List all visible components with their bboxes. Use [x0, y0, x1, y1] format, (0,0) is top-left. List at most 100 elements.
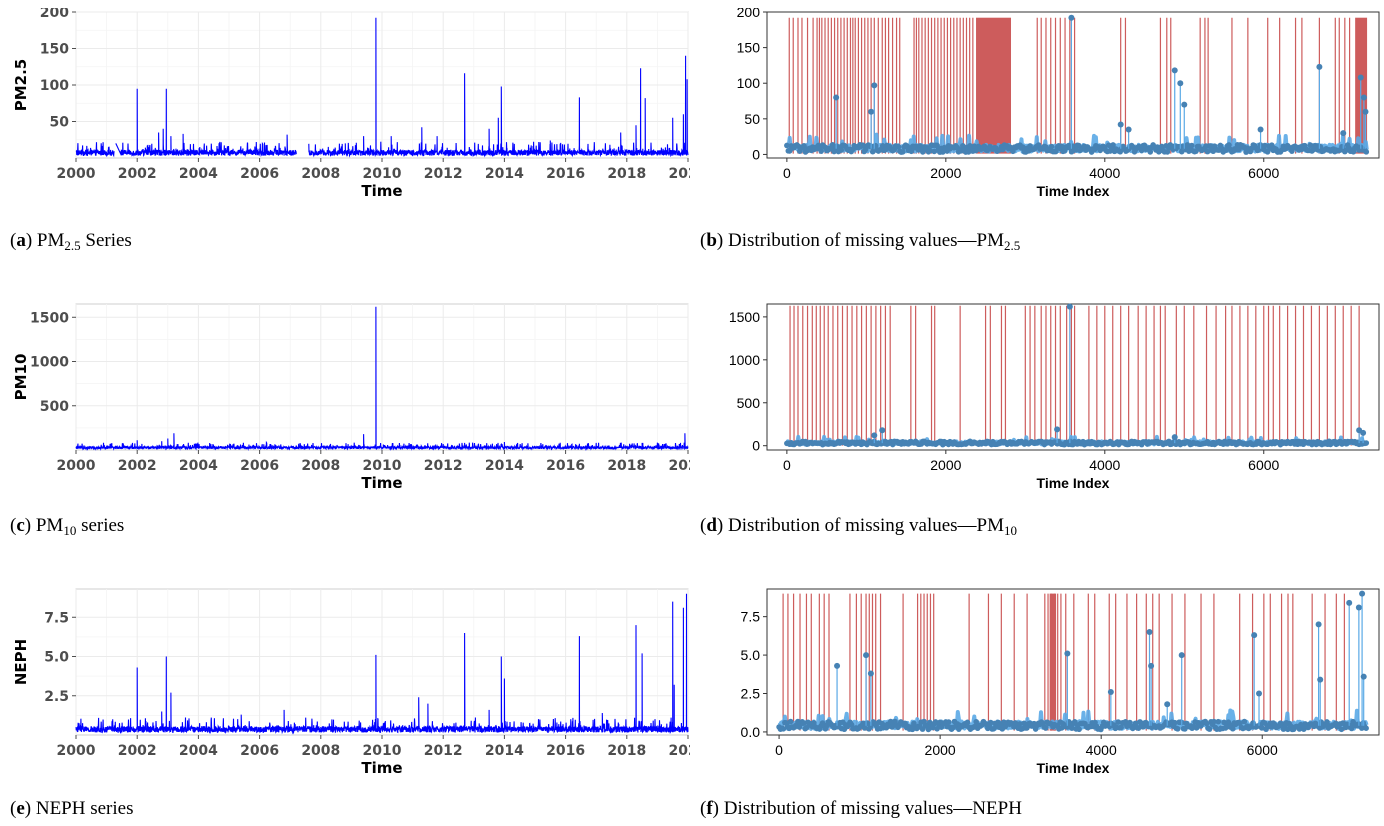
y-tick-label: 7.5	[44, 610, 69, 626]
x-tick-label: 2006	[240, 166, 279, 182]
observed-point	[1261, 142, 1268, 149]
y-axis-title: PM10	[12, 354, 30, 401]
observed-point	[945, 719, 952, 725]
observed-point	[1241, 718, 1248, 725]
observed-point	[1363, 440, 1370, 446]
observed-point	[784, 142, 790, 149]
series-line	[75, 306, 689, 452]
spike-point	[879, 427, 886, 434]
x-tick-label: 2014	[485, 166, 524, 182]
y-tick-label: 50	[744, 111, 760, 127]
x-tick-label: 4000	[1089, 457, 1120, 473]
spike-point	[1256, 690, 1263, 697]
x-tick-label: 2020	[669, 743, 690, 759]
spike-point	[1146, 629, 1153, 636]
x-tick-label: 2016	[546, 743, 585, 759]
spike-point	[1360, 94, 1367, 101]
spike-point	[1107, 688, 1114, 695]
spike-point	[1360, 429, 1367, 436]
observed-point	[1174, 726, 1181, 732]
x-axis-title: Time Index	[1037, 475, 1110, 491]
observed-point	[1211, 718, 1217, 725]
spike-point	[1066, 303, 1073, 310]
na-lines	[789, 305, 1360, 446]
observed-point	[1058, 143, 1065, 149]
y-tick-label: 1500	[729, 309, 760, 325]
observed-point	[800, 720, 807, 726]
y-tick-label: 1500	[30, 310, 69, 326]
y-tick-label: 100	[40, 78, 69, 94]
spike-point	[1064, 650, 1071, 657]
observed-point	[1188, 142, 1195, 149]
spike-point	[1340, 130, 1347, 137]
observed-point	[1226, 142, 1232, 148]
spike-point	[1316, 63, 1323, 70]
spike-point	[1148, 662, 1155, 669]
spike-point	[1054, 426, 1061, 433]
observed-point	[1069, 725, 1075, 731]
na-lines	[782, 593, 1345, 731]
observed-point	[1020, 144, 1026, 150]
observed-point	[899, 149, 906, 155]
y-tick-label: 2.5	[44, 689, 69, 705]
observed-point	[1363, 725, 1369, 731]
series-line	[75, 593, 689, 735]
observed-point	[1147, 149, 1154, 155]
y-tick-label: 200	[40, 8, 69, 21]
spike-point	[1346, 599, 1353, 606]
caption-b: (b) Distribution of missing values—PM2.5	[700, 230, 1021, 253]
x-tick-label: 2010	[363, 743, 402, 759]
y-tick-label: 200	[737, 8, 761, 20]
spike-point	[1315, 621, 1322, 628]
x-tick-label: 2000	[930, 457, 961, 473]
observed-point	[1258, 725, 1265, 731]
observed-point	[1363, 149, 1370, 155]
series-path	[75, 17, 689, 158]
x-tick-label: 6000	[1248, 165, 1279, 181]
x-tick-label: 2002	[118, 166, 157, 182]
series-path	[75, 306, 689, 452]
observed-point	[1138, 147, 1145, 154]
observed-point	[1204, 148, 1211, 155]
observed-point	[1178, 148, 1185, 155]
chart-b-missing-pm25: 0 2000 4000 6000 0 50 100 150 200 Time Index	[737, 8, 1380, 199]
y-tick-label: 0	[752, 146, 760, 162]
observed-point	[1229, 725, 1236, 732]
observed-point	[931, 148, 938, 155]
y-tick-label: 500	[737, 395, 761, 411]
x-tick-label: 2016	[546, 458, 585, 474]
x-tick-label: 6000	[1248, 457, 1279, 473]
caption-c: (c) PM10 series	[10, 515, 125, 538]
spike-point	[1177, 80, 1184, 87]
caption-f: (f) Distribution of missing values—NEPH	[700, 798, 1022, 819]
y-tick-label: 1000	[30, 355, 69, 371]
y-tick-label: 1000	[729, 352, 760, 368]
spike-point	[1359, 590, 1366, 597]
spike-point	[1355, 604, 1362, 611]
x-tick-label: 2000	[925, 742, 956, 758]
spike-point	[1362, 108, 1369, 115]
observed-point	[1076, 726, 1082, 733]
x-tick-label: 2002	[118, 743, 157, 759]
observed-points	[776, 590, 1369, 733]
x-tick-label: 2000	[57, 166, 96, 182]
x-tick-label: 2006	[240, 458, 279, 474]
x-tick-label: 4000	[1089, 165, 1120, 181]
spike-point	[1317, 676, 1324, 683]
x-tick-label: 2008	[301, 458, 340, 474]
observed-point	[1021, 720, 1027, 727]
x-tick-label: 6000	[1247, 742, 1278, 758]
spike-point	[1164, 701, 1171, 708]
spike-point	[1068, 14, 1075, 21]
series-line	[75, 17, 689, 158]
spike-point	[1357, 74, 1364, 81]
x-tick-label: 2008	[301, 743, 340, 759]
chart-c-pm10-series: 2000 2002 2004 2006 2008 2010 2012 2014 2016 2018…	[12, 303, 690, 492]
x-tick-label: 2020	[669, 458, 690, 474]
spike-point	[1178, 652, 1185, 659]
spike-point	[833, 94, 840, 101]
caption-a: (a) PM2.5 Series	[10, 230, 132, 253]
observed-points	[784, 303, 1370, 448]
observed-point	[927, 147, 933, 154]
observed-point	[1110, 142, 1116, 148]
